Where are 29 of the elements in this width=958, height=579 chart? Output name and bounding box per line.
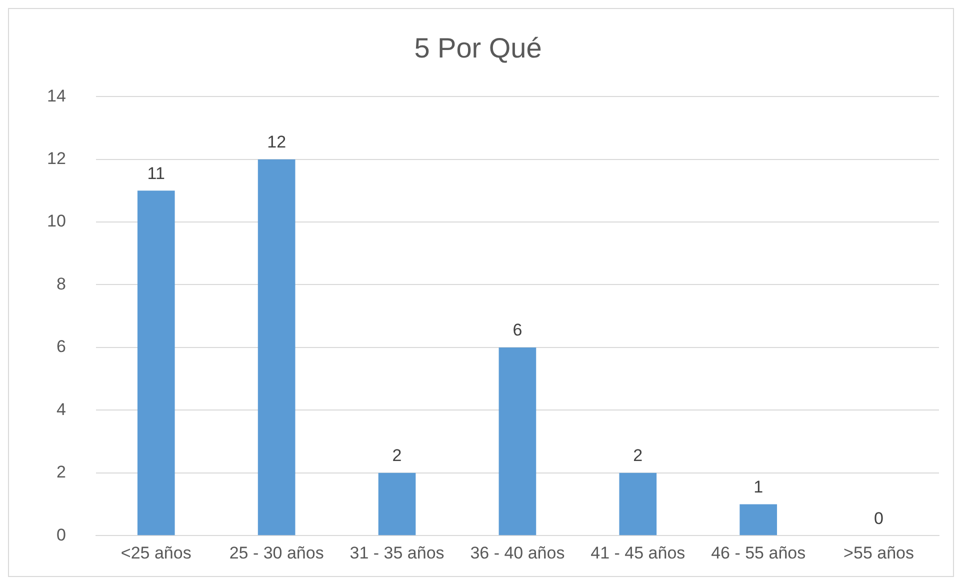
y-tick-label: 10	[46, 212, 66, 231]
x-tick-label: 25 - 30 años	[229, 543, 324, 562]
bar	[378, 472, 416, 536]
y-tick-label: 14	[46, 86, 66, 106]
x-tick-label: >55 años	[844, 543, 914, 562]
data-label: 2	[392, 446, 402, 466]
bar	[740, 504, 778, 536]
y-tick-label: 0	[56, 525, 66, 544]
y-tick-label: 4	[56, 400, 66, 419]
y-tick-label: 2	[56, 462, 66, 482]
bar	[137, 190, 175, 536]
x-tick-label: 41 - 45 años	[590, 543, 686, 562]
bar	[258, 159, 296, 536]
x-tick-label: <25 años	[120, 543, 192, 562]
data-label: 1	[754, 477, 764, 496]
bar	[498, 347, 536, 536]
chart-title: 5 Por Qué	[414, 32, 542, 64]
data-label: 2	[633, 446, 643, 466]
y-tick-label: 6	[56, 337, 66, 356]
x-tick-label: 36 - 40 años	[470, 543, 565, 562]
data-label: 12	[267, 132, 286, 152]
data-label: 0	[874, 508, 884, 528]
x-tick-label: 46 - 55 años	[711, 543, 806, 562]
y-tick-label: 12	[46, 149, 66, 168]
data-label: 11	[147, 164, 165, 183]
data-label: 6	[512, 320, 522, 340]
x-tick-label: 31 - 35 años	[350, 543, 444, 562]
y-tick-label: 8	[56, 274, 66, 294]
bar	[619, 472, 657, 536]
